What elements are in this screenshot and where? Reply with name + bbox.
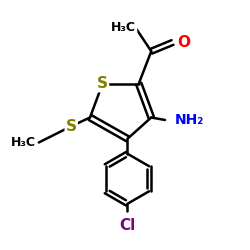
Text: H₃C: H₃C — [11, 136, 36, 149]
Text: Cl: Cl — [120, 218, 136, 232]
Text: H₃C: H₃C — [111, 21, 136, 34]
Text: O: O — [178, 35, 190, 50]
Text: NH₂: NH₂ — [175, 113, 204, 127]
Text: S: S — [97, 76, 108, 91]
Text: S: S — [66, 119, 77, 134]
